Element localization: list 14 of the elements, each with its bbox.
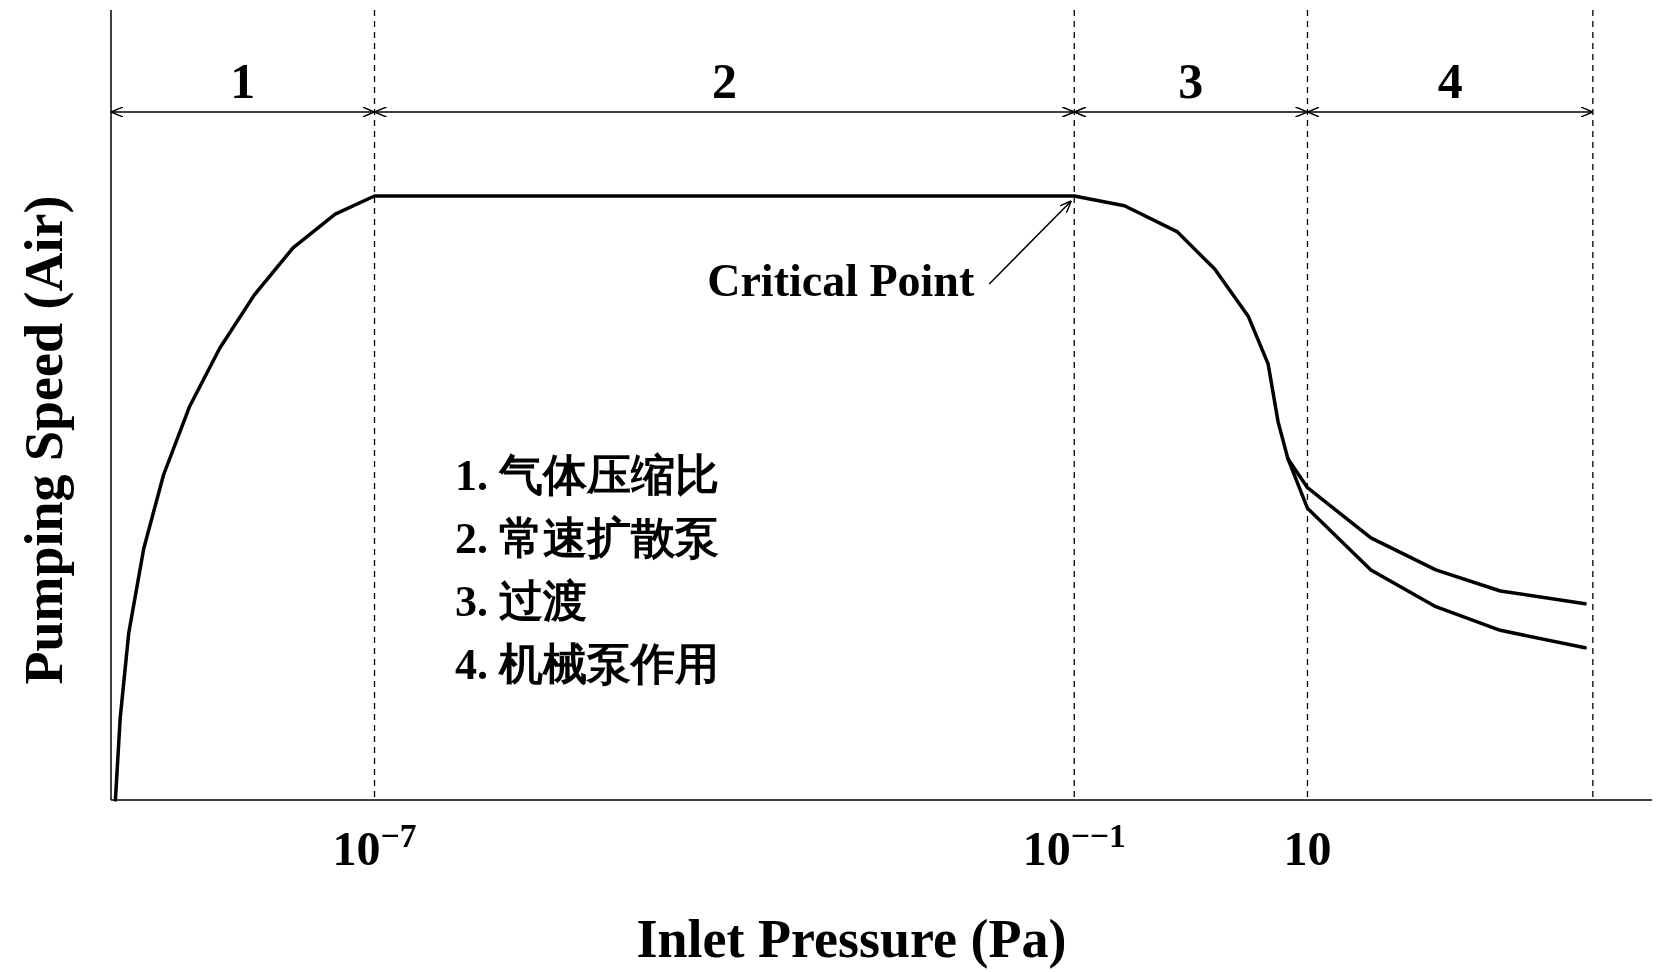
x-tick-label: 10$^{−7}$ (332, 816, 417, 875)
text: 4 (1437, 53, 1463, 109)
annotation: 2. 常速扩散泵 (455, 514, 719, 563)
annotation: 3. 过渡 (455, 577, 587, 626)
y-axis-title: Pumping Speed (Air) (14, 195, 74, 685)
text: 1 (230, 53, 256, 109)
text: 3 (1178, 53, 1204, 109)
x-tick-label: 10 (1283, 822, 1332, 875)
x-axis-title: Inlet Pressure (Pa) (636, 909, 1067, 969)
annotation: Critical Point (707, 255, 975, 306)
annotation: 4. 机械泵作用 (455, 640, 719, 689)
text: 2 (711, 53, 737, 109)
annotation: 1. 气体压缩比 (455, 451, 719, 500)
x-tick-label: 10$^{−−1}$ (1022, 816, 1126, 875)
